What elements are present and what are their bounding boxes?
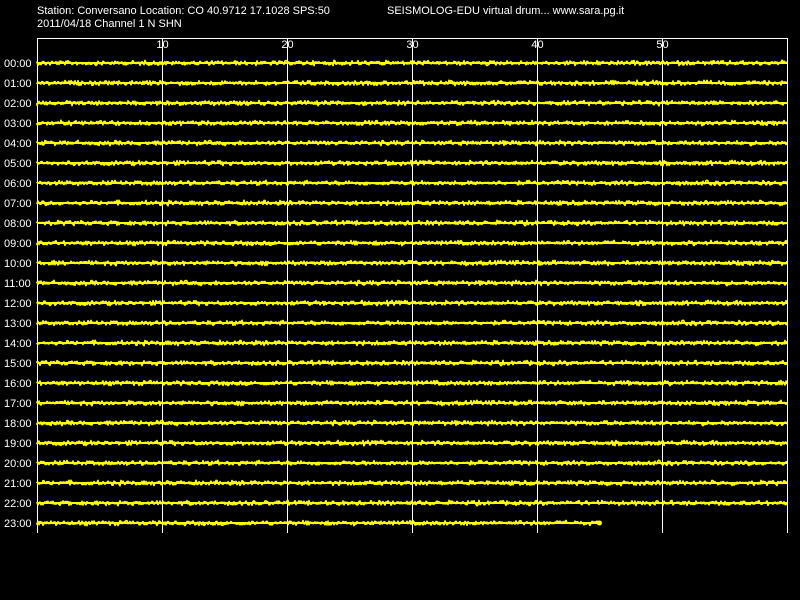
hour-label: 08:00 — [4, 218, 32, 230]
x-tick-label: 10 — [156, 39, 168, 51]
hour-label: 07:00 — [4, 198, 32, 210]
hour-label: 15:00 — [4, 358, 32, 370]
hour-label: 11:00 — [4, 278, 31, 290]
hour-label: 18:00 — [4, 418, 32, 430]
trace-end-marker — [597, 520, 602, 526]
hour-label: 06:00 — [4, 178, 32, 190]
hour-label: 02:00 — [4, 98, 32, 110]
hour-label: 03:00 — [4, 118, 32, 130]
x-tick-label: 30 — [406, 39, 418, 51]
hour-label: 19:00 — [4, 438, 32, 450]
hour-label: 20:00 — [4, 458, 32, 470]
hour-label: 14:00 — [4, 338, 32, 350]
date-channel-info: 2011/04/18 Channel 1 N SHN — [37, 18, 182, 30]
hour-label: 12:00 — [4, 298, 32, 310]
hour-label: 00:00 — [4, 58, 32, 70]
hour-label: 04:00 — [4, 138, 32, 150]
grid — [37, 38, 788, 533]
hour-label: 23:00 — [4, 518, 32, 530]
hour-label: 22:00 — [4, 498, 32, 510]
labels: 10 20 30 40 50 00:00 01:00 02:00 03:00 04:00 05:00… — [4, 39, 669, 530]
x-tick-label: 20 — [281, 39, 293, 51]
hour-label: 10:00 — [4, 258, 32, 270]
station-info: Station: Conversano Location: CO 40.9712… — [37, 5, 330, 17]
hour-label: 13:00 — [4, 318, 32, 330]
hour-label: 09:00 — [4, 238, 32, 250]
traces — [36, 59, 788, 527]
program-info: SEISMOLOG-EDU virtual drum... www.sara.p… — [387, 5, 625, 17]
hour-label: 21:00 — [4, 478, 32, 490]
x-tick-label: 50 — [656, 39, 668, 51]
hour-label: 01:00 — [4, 78, 32, 90]
trace-row-0100 — [36, 79, 788, 87]
x-tick-label: 40 — [531, 39, 543, 51]
hour-label: 17:00 — [4, 398, 32, 410]
hour-label: 16:00 — [4, 378, 32, 390]
hour-label: 05:00 — [4, 158, 32, 170]
